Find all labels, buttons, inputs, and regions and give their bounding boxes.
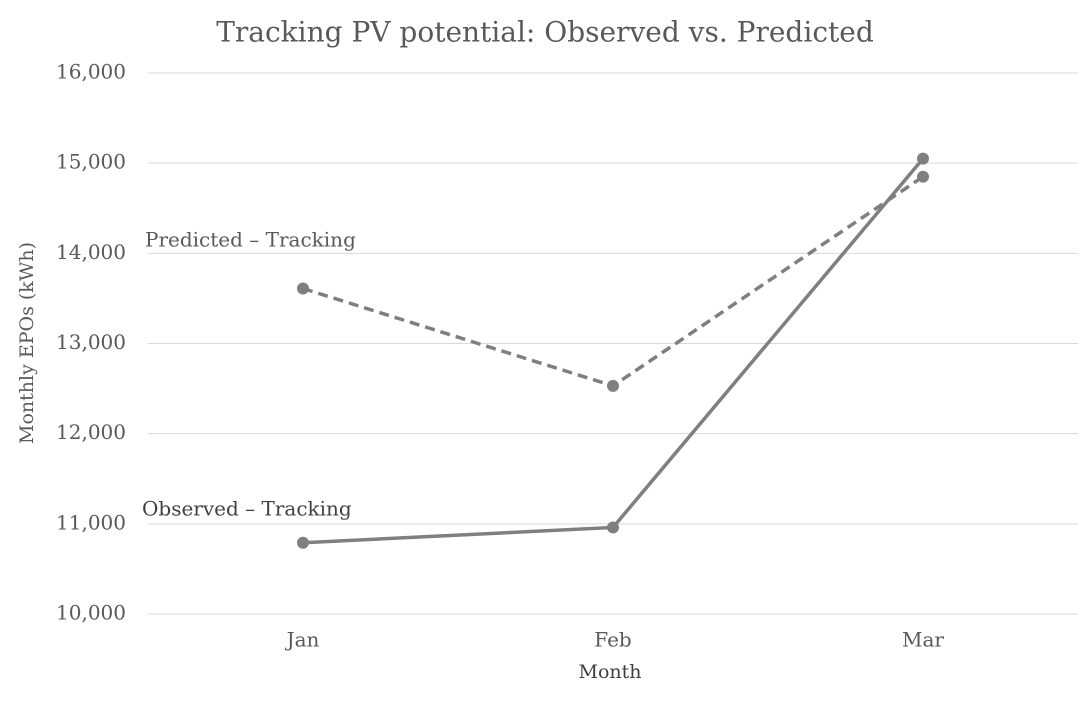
x-tick-label: Mar <box>902 628 944 652</box>
y-tick-label: 15,000 <box>56 150 126 174</box>
series-label: Observed – Tracking <box>142 497 352 521</box>
y-tick-label: 12,000 <box>56 420 126 444</box>
series-label: Predicted – Tracking <box>145 228 356 252</box>
y-tick-label: 14,000 <box>56 240 126 264</box>
x-axis-title: Month <box>578 661 641 683</box>
data-point <box>917 152 929 165</box>
chart-title: Tracking PV potential: Observed vs. Pred… <box>216 16 874 49</box>
data-point <box>297 536 309 549</box>
x-tick-label: Jan <box>285 628 320 652</box>
y-axis-title: Monthly EPOs (kWh) <box>16 242 38 444</box>
data-point <box>607 521 619 534</box>
y-tick-label: 11,000 <box>56 510 126 534</box>
y-tick-label: 13,000 <box>56 330 126 354</box>
series-line <box>302 157 925 545</box>
data-point <box>917 170 929 183</box>
y-tick-label: 10,000 <box>56 601 126 625</box>
y-tick-label: 16,000 <box>56 60 126 84</box>
data-point <box>607 379 619 392</box>
series-line <box>302 175 924 388</box>
x-tick-label: Feb <box>594 628 631 652</box>
data-point <box>297 282 309 295</box>
